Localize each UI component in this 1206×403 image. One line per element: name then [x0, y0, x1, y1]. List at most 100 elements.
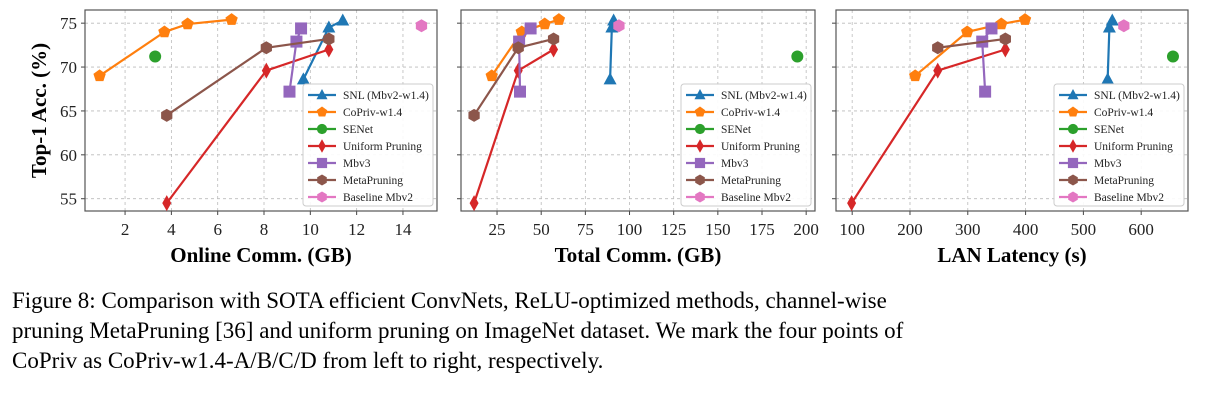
- pentagon-marker: [485, 69, 498, 82]
- legend-label: Mbv3: [343, 158, 371, 170]
- series-copriv-w1-4: [909, 13, 1032, 82]
- x-tick-label: 2: [121, 220, 130, 239]
- legend-label: SENet: [1094, 124, 1125, 136]
- legend: SNL (Mbv2-w1.4) CoPriv-w1.4 SENet Uniform P…: [680, 83, 812, 207]
- caption-line: pruning MetaPruning [36] and uniform pru…: [12, 318, 904, 343]
- legend-label: Baseline Mbv2: [721, 192, 791, 204]
- x-tick-label: 14: [394, 220, 412, 239]
- square-marker: [985, 22, 998, 35]
- x-tick-label: 300: [955, 220, 981, 239]
- x-tick-label: 125: [661, 220, 687, 239]
- y-tick-label: 65: [60, 102, 77, 121]
- legend-label: Uniform Pruning: [1094, 141, 1173, 153]
- hexagon-marker: [695, 174, 705, 186]
- triangle-marker: [322, 20, 336, 33]
- legend-label: MetaPruning: [1094, 175, 1154, 187]
- x-tick-label: 6: [213, 220, 222, 239]
- thin-diamond-marker: [1069, 139, 1077, 153]
- x-tick-label: 100: [839, 220, 865, 239]
- square-marker: [290, 35, 303, 48]
- series-line: [914, 18, 1026, 77]
- legend-label: Mbv3: [721, 158, 749, 170]
- square-marker: [283, 85, 296, 98]
- legend-item: Mbv3: [308, 157, 371, 170]
- pentagon-marker: [1067, 106, 1079, 117]
- x-axis-label: LAN Latency (s): [937, 243, 1086, 267]
- y-axis-label: Top-1 Acc. (%): [27, 43, 51, 178]
- series-uniform-pruning: [469, 41, 559, 212]
- series-line: [937, 37, 1006, 49]
- square-marker: [524, 22, 537, 35]
- hexagon-marker: [547, 32, 560, 46]
- legend-item: Baseline Mbv2: [308, 191, 413, 204]
- series-line: [98, 18, 232, 77]
- hexagon-marker: [999, 32, 1011, 46]
- legend-label: SNL (Mbv2-w1.4): [343, 90, 429, 102]
- subplot-3: 100 200 300 400 500 600 LAN Latency (s) SNL (Mb…: [832, 9, 1189, 267]
- triangle-marker: [316, 89, 328, 100]
- circle-marker: [149, 50, 162, 63]
- x-tick-label: 175: [749, 220, 775, 239]
- legend-item: MetaPruning: [308, 174, 403, 187]
- legend-item: SENet: [1059, 123, 1125, 136]
- legend-item: CoPriv-w1.4: [686, 106, 780, 119]
- triangle-marker: [694, 89, 706, 100]
- hexagon-marker: [613, 19, 625, 33]
- thin-diamond-marker: [549, 41, 559, 58]
- square-marker: [1067, 157, 1079, 169]
- thin-diamond-marker: [318, 139, 326, 153]
- legend-label: SENet: [721, 124, 752, 136]
- series-mbv3: [976, 22, 998, 98]
- pentagon-marker: [552, 13, 566, 25]
- hexagon-marker: [1068, 191, 1078, 203]
- legend-label: Mbv3: [1094, 158, 1122, 170]
- plot-frame: [460, 9, 816, 212]
- pentagon-marker: [995, 17, 1008, 30]
- legend-label: SNL (Mbv2-w1.4): [721, 90, 807, 102]
- circle-marker: [316, 123, 328, 135]
- legend-label: MetaPruning: [721, 175, 781, 187]
- thin-diamond-marker: [324, 41, 334, 58]
- y-tick-label: 55: [60, 190, 77, 209]
- square-marker: [694, 157, 706, 169]
- series-line: [473, 48, 555, 204]
- hexagon-marker: [695, 191, 705, 203]
- series-uniform-pruning: [162, 41, 334, 212]
- series-metapruning: [932, 32, 1011, 55]
- thin-diamond-marker: [469, 195, 479, 212]
- legend: SNL (Mbv2-w1.4) CoPriv-w1.4 SENet Uniform P…: [302, 83, 434, 207]
- series-senet: [1166, 50, 1179, 63]
- x-tick-label: 12: [348, 220, 365, 239]
- series-baseline-mbv2: [415, 19, 428, 33]
- circle-marker: [791, 50, 804, 63]
- x-tick-label: 200: [793, 220, 819, 239]
- legend-box: [1053, 83, 1185, 207]
- x-tick-label: 25: [489, 220, 506, 239]
- legend-item: Baseline Mbv2: [686, 191, 791, 204]
- series-baseline-mbv2: [613, 19, 625, 33]
- legend-item: Baseline Mbv2: [1059, 191, 1164, 204]
- thin-diamond-marker: [933, 62, 943, 79]
- legend-item: CoPriv-w1.4: [308, 106, 402, 119]
- triangle-marker: [1105, 13, 1119, 26]
- square-marker: [316, 157, 328, 169]
- x-tick-label: 200: [897, 220, 923, 239]
- x-tick-label: 75: [577, 220, 594, 239]
- series-line: [850, 48, 1006, 204]
- legend-label: Uniform Pruning: [343, 141, 422, 153]
- hexagon-marker: [468, 108, 480, 122]
- square-marker: [295, 22, 308, 35]
- hexagon-marker: [317, 191, 327, 203]
- series-metapruning: [468, 32, 560, 122]
- hexagon-marker: [512, 41, 524, 55]
- series-copriv-w1-4: [93, 13, 238, 82]
- triangle-marker: [1067, 89, 1079, 100]
- thin-diamond-marker: [513, 62, 523, 79]
- hexagon-marker: [1118, 19, 1130, 33]
- legend-item: Uniform Pruning: [1059, 139, 1173, 153]
- legend-label: SNL (Mbv2-w1.4): [1094, 90, 1180, 102]
- x-tick-label: 400: [1013, 220, 1039, 239]
- legend-label: Baseline Mbv2: [1094, 192, 1164, 204]
- series-snl-mbv2-w1-4-: [296, 13, 350, 85]
- series-snl-mbv2-w1-4-: [1101, 13, 1119, 85]
